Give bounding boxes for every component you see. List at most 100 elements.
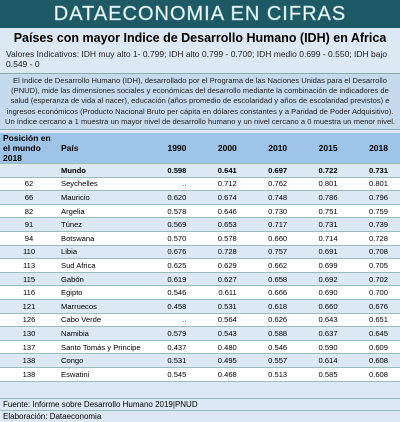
cell: 0.759 [349,204,400,219]
cell: 0.646 [198,204,249,219]
cell: 0.714 [299,231,350,246]
cell: 121 [0,299,58,314]
cell: 137 [0,340,58,355]
cell: 0.609 [349,340,400,355]
cell: 116 [0,285,58,300]
cell: 0.708 [349,245,400,260]
cell: 0.730 [248,204,300,219]
cell: Seychelles [58,177,148,192]
cell: Eswatini [58,367,148,382]
cell: 0.585 [299,367,350,382]
cell: 0.739 [349,217,400,232]
cell: 0.731 [349,163,400,178]
footer: Fuente: Informe sobre Desarrollo Humano … [0,398,400,422]
table-row: 130 Namibia 0.579 0.543 0.588 0.637 0.645 [0,326,400,341]
cell: 0.531 [148,353,199,368]
table-row: 91 Túnez 0.569 0.653 0.717 0.731 0.739 [0,217,400,232]
cell: 66 [0,190,58,205]
cell: 0.702 [349,272,400,287]
cell: 0.748 [248,190,300,205]
table-row: 66 Mauricio 0.620 0.674 0.748 0.786 0.796 [0,190,400,205]
cell: 0.543 [198,326,249,341]
header-row: Posición en el mundo 2018 País 1990 2000 201… [0,133,400,165]
cell: 0.531 [198,299,249,314]
cell: 82 [0,204,58,219]
title: Países con mayor Indice de Desarrollo Hu… [13,31,387,45]
cell: 0.728 [198,245,249,260]
column-header: 2010 [248,133,300,165]
cell: 0.569 [148,217,199,232]
cell: 0.637 [299,326,350,341]
banner: DATAECONOMIA EN CIFRAS [0,0,400,28]
cell: 0.564 [198,313,249,328]
cell: Egipto [58,285,148,300]
cell: 0.801 [299,177,350,192]
cell: 0.717 [248,217,300,232]
cell: 0.546 [248,340,300,355]
cell: 0.653 [198,217,249,232]
cell: 91 [0,217,58,232]
table-row: 137 Santo Tomás y Principe 0.437 0.480 0.546… [0,340,400,355]
cell: 0.705 [349,258,400,273]
cell: 0.625 [148,258,199,273]
table-row: 116 Egipto 0.546 0.611 0.666 0.690 0.700 [0,285,400,300]
cell: 0.645 [349,326,400,341]
table-row: 113 Sud Africa 0.625 0.629 0.662 0.699 0.705 [0,258,400,273]
cell: 94 [0,231,58,246]
cell: 0.614 [299,353,350,368]
cell: 0.480 [198,340,249,355]
cell: 110 [0,245,58,260]
cell: 0.611 [198,285,249,300]
cell: 0.676 [148,245,199,260]
cell: 0.495 [198,353,249,368]
cell: 0.641 [198,163,249,178]
cell: 0.757 [248,245,300,260]
cell: 0.578 [198,231,249,246]
cell: 0.437 [148,340,199,355]
table-row: 138 Congo 0.531 0.495 0.557 0.614 0.608 [0,353,400,368]
source: Fuente: Informe sobre Desarrollo Humano … [0,398,400,410]
cell: 0.674 [198,190,249,205]
table-row: 94 Botswana 0.570 0.578 0.660 0.714 0.728 [0,231,400,246]
cell: 0.796 [349,190,400,205]
cell: 0.458 [148,299,199,314]
cell: 0.588 [248,326,300,341]
cell: 0.660 [248,231,300,246]
cell: 0.691 [299,245,350,260]
cell: 0.690 [299,285,350,300]
cell: Congo [58,353,148,368]
cell: 138 [0,353,58,368]
table-row: 62 Seychelles.. 0.712 0.762 0.801 0.801 [0,177,400,192]
cell: 130 [0,326,58,341]
cell: Mundo [58,163,148,178]
cell: 0.660 [299,299,350,314]
column-header: 2018 [349,133,400,165]
cell: 0.662 [248,258,300,273]
table-row: 138 Eswatini 0.545 0.468 0.513 0.585 0.608 [0,367,400,382]
cell: 0.651 [349,313,400,328]
cell: 0.666 [248,285,300,300]
cell: 62 [0,177,58,192]
cell: 0.697 [248,163,300,178]
cell: Mauricio [58,190,148,205]
cell: 0.629 [198,258,249,273]
cell: 0.578 [148,204,199,219]
cell: 126 [0,313,58,328]
cell: Argelia [58,204,148,219]
cell: 0.626 [248,313,300,328]
cell: Marruecos [58,299,148,314]
cell: 0.699 [299,258,350,273]
indicative-values: Valores Indicativos: IDH muy alto 1- 0.7… [6,49,388,69]
table-row: 115 Gabón 0.619 0.627 0.658 0.692 0.702 [0,272,400,287]
table-row: 126 Cabo Verde.. 0.564 0.626 0.643 0.651 [0,313,400,328]
cell: 0.692 [299,272,350,287]
cell: Sud Africa [58,258,148,273]
cell: 0.762 [248,177,300,192]
table-row: 110 Libia 0.676 0.728 0.757 0.691 0.708 [0,245,400,260]
cell: 113 [0,258,58,273]
cell: 0.751 [299,204,350,219]
cell: 0.722 [299,163,350,178]
cell: 0.619 [148,272,199,287]
column-header: Posición en el mundo 2018 [0,133,58,165]
